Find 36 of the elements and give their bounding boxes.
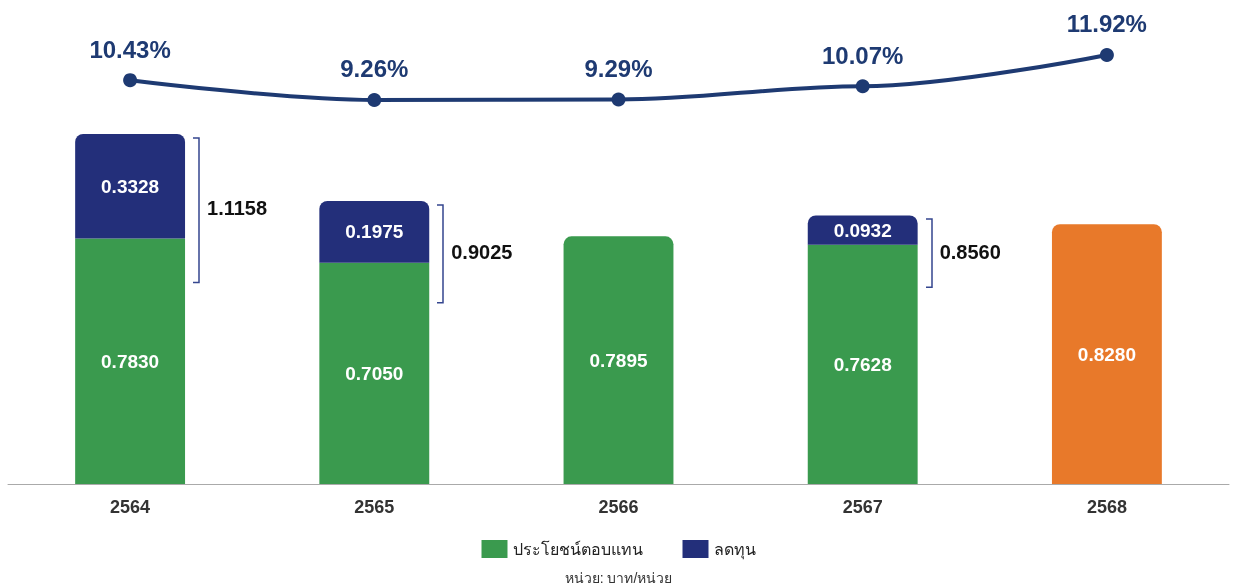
point <box>1099 47 1114 62</box>
bar <box>319 262 430 484</box>
bar <box>563 236 674 484</box>
legend-label: ประโยชน์ตอบแทน <box>512 539 643 558</box>
x-tick-label: 2564 <box>110 497 151 517</box>
point <box>123 73 138 88</box>
total-label: 1.1158 <box>207 197 268 220</box>
data-label: 11.92% <box>1066 10 1147 38</box>
bar <box>75 134 186 239</box>
data-label: 10.07% <box>822 41 904 69</box>
data-label: 0.7830 <box>101 350 160 372</box>
total-label: 0.8560 <box>939 240 1001 263</box>
data-label: 9.29% <box>584 54 653 82</box>
point <box>611 92 626 107</box>
total-label: 0.9025 <box>451 240 513 263</box>
data-label: 0.7895 <box>589 349 648 371</box>
data-label: 0.1975 <box>345 221 404 243</box>
bar <box>75 238 186 484</box>
data-label: 10.43% <box>89 35 171 63</box>
data-label: 0.7050 <box>345 362 404 384</box>
data-label: 0.7628 <box>833 353 892 375</box>
data-label: 0.3328 <box>101 175 160 197</box>
x-tick-label: 2567 <box>842 497 883 517</box>
data-label: 9.26% <box>340 55 409 83</box>
data-label: 0.0932 <box>833 219 892 241</box>
x-tick-label: 2568 <box>1086 497 1127 517</box>
bar <box>1051 224 1162 484</box>
x-tick-label: 2565 <box>354 497 395 517</box>
bar <box>319 200 430 263</box>
x-tick-label: 2566 <box>598 497 639 517</box>
bar <box>807 244 918 484</box>
point <box>855 79 870 94</box>
data-label: 0.8280 <box>1077 343 1136 365</box>
point <box>367 92 382 107</box>
legend-label: ลดทุน <box>713 540 756 560</box>
text: หน่วย: บาท/หน่วย <box>564 570 673 586</box>
